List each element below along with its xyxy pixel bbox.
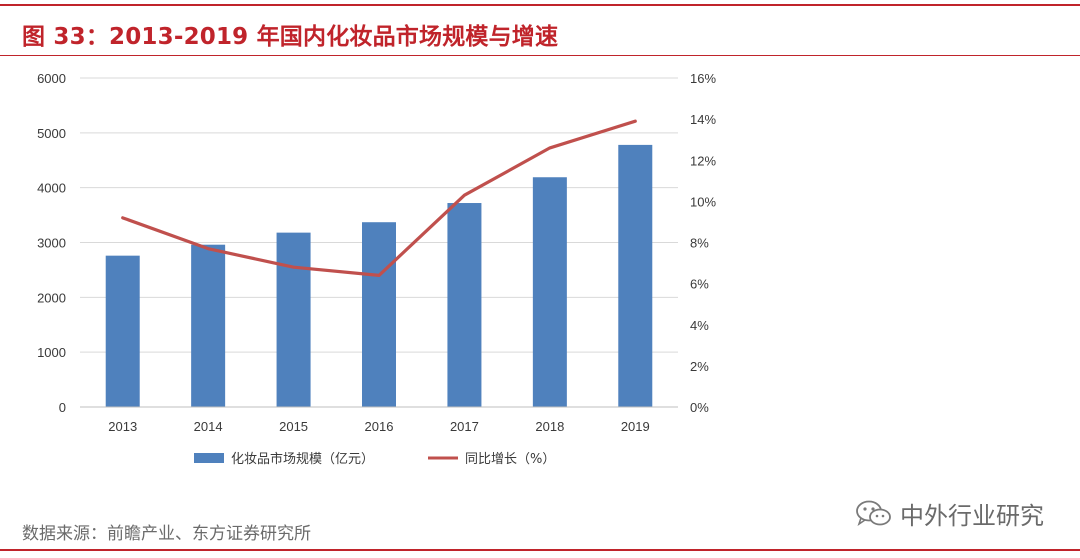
bars (105, 144, 653, 407)
bar (191, 244, 226, 407)
x-tick-label: 2013 (108, 419, 137, 434)
y-left-tick-label: 5000 (37, 126, 66, 141)
x-tick-label: 2016 (365, 419, 394, 434)
bar (362, 222, 396, 407)
y-left-tick-label: 2000 (37, 290, 66, 305)
bar (105, 255, 140, 407)
bottom-border (0, 549, 1080, 551)
legend-bar-swatch (194, 453, 224, 463)
growth-line (121, 119, 637, 277)
y-right-tick-label: 16% (690, 71, 716, 86)
title-underline (0, 55, 1080, 56)
y-right-tick-label: 10% (690, 194, 716, 209)
y-left-tick-label: 0 (59, 400, 66, 415)
y-right-tick-label: 12% (690, 153, 716, 168)
y-right-tick-label: 14% (690, 112, 716, 127)
axes: 0 1000 2000 3000 4000 5000 6000 0% 2% 4% 6% 8% 10% 12… (37, 71, 716, 434)
y-right-tick-label: 0% (690, 400, 709, 415)
data-source: 数据来源：前瞻产业、东方证券研究所 (22, 524, 311, 544)
y-left-tick-label: 3000 (37, 236, 66, 251)
y-right-tick-label: 2% (690, 359, 709, 374)
legend-bar-label: 化妆品市场规模（亿元） (231, 451, 374, 467)
watermark-text: 中外行业研究 (900, 502, 1044, 530)
bar (447, 203, 482, 407)
y-left-tick-label: 4000 (37, 181, 66, 196)
bar (276, 232, 311, 407)
top-border (0, 4, 1080, 6)
x-tick-label: 2018 (535, 419, 564, 434)
y-right-tick-label: 4% (690, 318, 709, 333)
y-left-tick-label: 1000 (37, 345, 66, 360)
bar (618, 144, 653, 407)
x-tick-label: 2019 (621, 419, 650, 434)
x-tick-label: 2014 (194, 419, 223, 434)
figure-title: 图 33：2013-2019 年国内化妆品市场规模与增速 (22, 24, 559, 50)
legend: 化妆品市场规模（亿元） 同比增长（%） (194, 451, 555, 467)
y-right-tick-label: 6% (690, 277, 709, 292)
y-right-tick-label: 8% (690, 236, 709, 251)
legend-line-label: 同比增长（%） (465, 452, 555, 467)
x-tick-label: 2015 (279, 419, 308, 434)
x-tick-label: 2017 (450, 419, 479, 434)
bar (532, 177, 567, 407)
wechat-icon (856, 500, 891, 526)
watermark: 中外行业研究 (854, 496, 1044, 531)
y-left-tick-label: 6000 (37, 71, 66, 86)
